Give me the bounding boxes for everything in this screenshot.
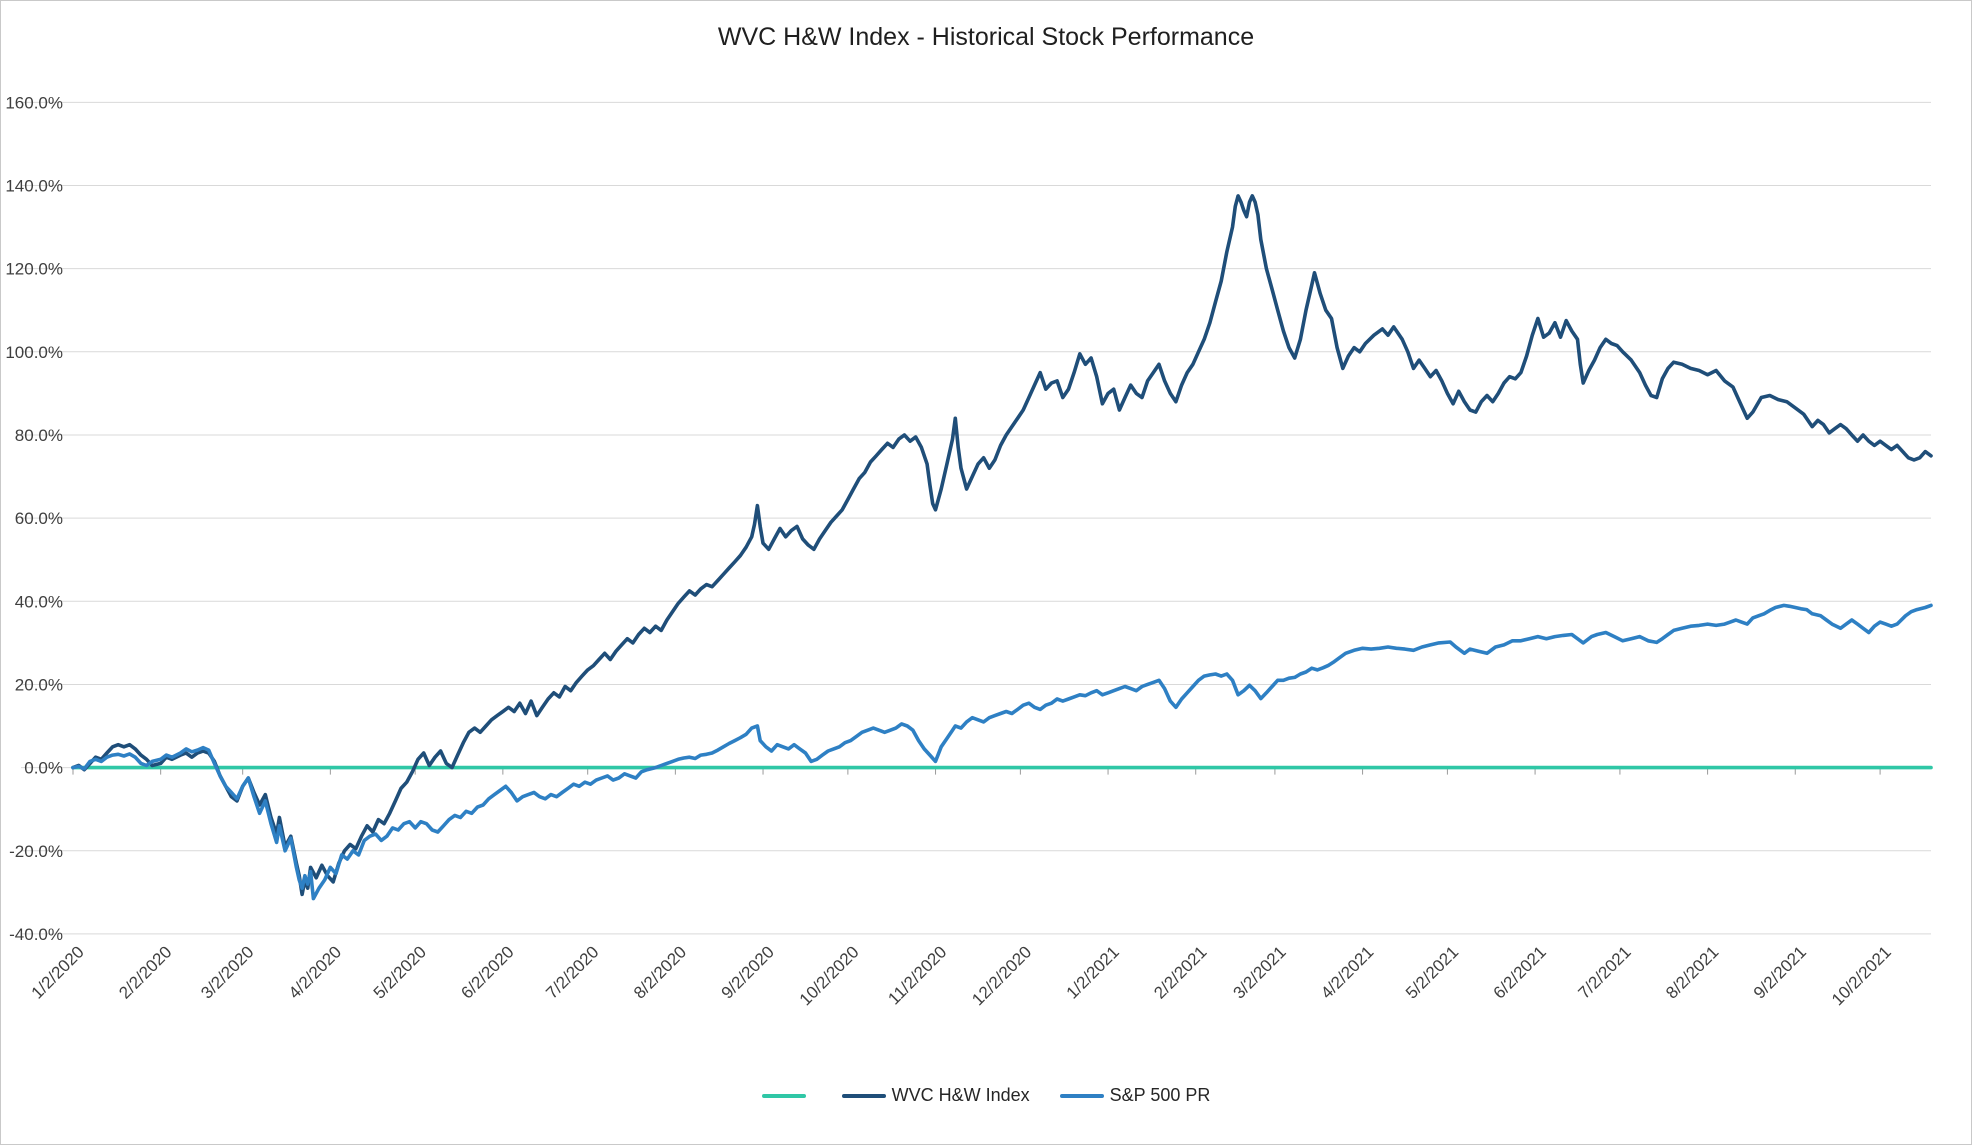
x-axis-label: 6/2/2020 — [457, 942, 517, 1002]
legend-label-sp500: S&P 500 PR — [1109, 1085, 1211, 1105]
x-axis-label: 4/2/2020 — [285, 942, 345, 1002]
x-axis-label: 2/2/2020 — [115, 942, 175, 1002]
sp500-series-swatch — [1059, 1093, 1104, 1098]
sp500-line — [71, 603, 1933, 901]
y-axis-label: 20.0% — [15, 675, 63, 694]
x-axis-label: 9/2/2020 — [718, 942, 778, 1002]
x-axis-label: 7/2/2021 — [1575, 942, 1635, 1002]
wvc-index-line — [71, 194, 1933, 897]
y-axis-label: 60.0% — [15, 509, 63, 528]
legend-item-wvc-index[interactable]: WVC H&W Index — [841, 1085, 1030, 1106]
x-axis-label: 8/2/2020 — [630, 942, 690, 1002]
y-axis-label: 100.0% — [5, 343, 63, 362]
x-axis-label: 6/2/2021 — [1490, 942, 1550, 1002]
x-axis-label: 2/2/2021 — [1150, 942, 1210, 1002]
x-axis-label: 1/2/2021 — [1063, 942, 1123, 1002]
x-axis-label: 11/2/2020 — [884, 942, 950, 1008]
legend-label-wvc-index: WVC H&W Index — [891, 1085, 1030, 1105]
x-axis-label: 10/2/2020 — [796, 942, 863, 1009]
y-axis-label: 0.0% — [24, 759, 63, 778]
legend-item-baseline[interactable] — [761, 1093, 812, 1098]
x-axis-label: 5/2/2021 — [1402, 942, 1462, 1002]
chart-title: WVC H&W Index - Historical Stock Perform… — [718, 23, 1254, 51]
wvc-index-series-swatch — [841, 1093, 886, 1098]
x-axis-label: 4/2/2021 — [1317, 942, 1377, 1002]
x-axis-label: 9/2/2021 — [1750, 942, 1810, 1002]
y-axis-label: 160.0% — [5, 93, 63, 112]
y-axis-labels: 160.0% 140.0% 120.0% 100.0% 80.0% 60.0% 40.0% 2… — [5, 93, 63, 944]
baseline-series-swatch — [761, 1093, 806, 1098]
x-axis-label: 5/2/2020 — [370, 942, 430, 1002]
legend: WVC H&W Index S&P 500 PR — [1, 1085, 1971, 1106]
gridlines — [21, 101, 1931, 935]
x-axis-label: 3/2/2021 — [1229, 942, 1289, 1002]
y-axis-label: 40.0% — [15, 592, 63, 611]
x-axis-label: 3/2/2020 — [197, 942, 257, 1002]
x-axis-label: 8/2/2021 — [1662, 942, 1722, 1002]
x-axis-label: 10/2/2021 — [1828, 942, 1895, 1009]
x-axis-label: 1/2/2020 — [28, 942, 88, 1002]
series-lines — [71, 194, 1933, 901]
legend-item-sp500[interactable]: S&P 500 PR — [1059, 1085, 1211, 1106]
y-axis-label: 80.0% — [15, 426, 63, 445]
x-axis-label: 7/2/2020 — [542, 942, 602, 1002]
y-axis-label: -20.0% — [9, 842, 63, 861]
y-axis-label: 140.0% — [5, 176, 63, 195]
y-axis-label: 120.0% — [5, 260, 63, 279]
y-axis-label: -40.0% — [9, 925, 63, 944]
x-axis-label: 12/2/2020 — [968, 942, 1035, 1009]
